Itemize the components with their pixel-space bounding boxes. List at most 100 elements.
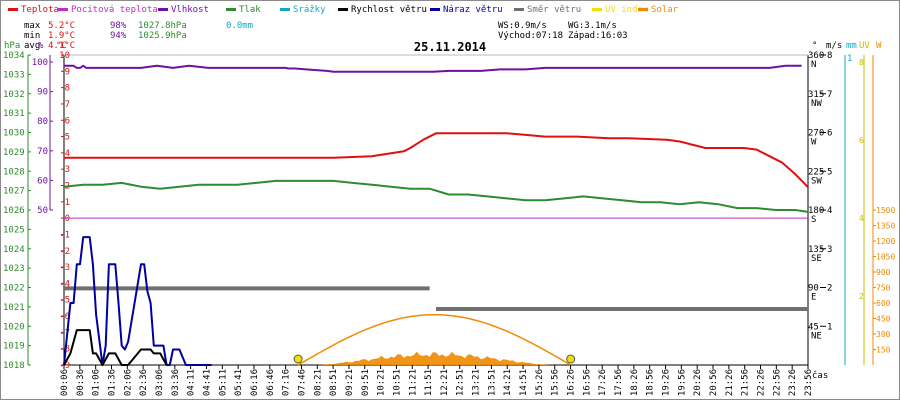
celsius-tick-label: -3 xyxy=(59,263,70,273)
x-tick-label: 06:46 xyxy=(266,369,276,396)
celsius-tick-label: -1 xyxy=(59,230,70,240)
x-tick-label: 20:26 xyxy=(693,369,703,396)
legend-item: Rychlost větru xyxy=(338,5,427,15)
stat-avg-label: avg xyxy=(24,41,40,51)
axis-title-ms: m/s xyxy=(826,41,842,51)
ms-tick-label: 6 xyxy=(827,129,832,139)
degrees-tick-label: 270 xyxy=(808,129,824,139)
hpa-tick-label: 1027 xyxy=(3,187,25,197)
legend-label: Solar xyxy=(651,5,679,15)
x-tick-label: 11:51 xyxy=(424,369,434,396)
direction-label: S xyxy=(811,215,816,225)
legend-swatch xyxy=(58,8,68,11)
stat-max-rain: 0.0mm xyxy=(226,21,253,31)
x-tick-label: 02:06 xyxy=(123,369,133,396)
legend-label: Tlak xyxy=(239,5,261,15)
w-tick-label: 750 xyxy=(876,284,891,293)
legend-item: Směr větru xyxy=(514,5,581,15)
wind-ws: WS:0.9m/s xyxy=(498,21,547,31)
hpa-tick-label: 1034 xyxy=(3,51,25,61)
sunrise-time: Východ:07:18 xyxy=(498,31,563,41)
celsius-tick-label: 4 xyxy=(65,149,70,159)
hpa-tick-label: 1023 xyxy=(3,264,25,274)
legend-item: UV index xyxy=(592,5,649,15)
legend: Teplota Pocitová teplota Vlhkost Tlak Srážky… xyxy=(8,5,679,15)
legend-item: Tlak xyxy=(226,5,261,15)
x-tick-label: 00:36 xyxy=(76,369,86,396)
x-tick-label: 03:06 xyxy=(155,369,165,396)
w-tick-label: 1050 xyxy=(876,253,895,262)
legend-swatch xyxy=(8,8,18,11)
x-tick-label: 23:26 xyxy=(788,369,798,396)
legend-label: Teplota xyxy=(21,5,59,15)
legend-item: Náraz větru xyxy=(430,5,503,15)
celsius-tick-label: 1 xyxy=(65,198,70,208)
degrees-tick-label: 180 xyxy=(808,206,824,216)
legend-label: Vlhkost xyxy=(171,5,209,15)
w-tick-label: 1200 xyxy=(876,237,895,246)
direction-label: W xyxy=(811,138,817,148)
hpa-tick-label: 1018 xyxy=(3,361,25,371)
x-tick-label: 21:26 xyxy=(725,369,735,396)
degrees-tick-label: 45 xyxy=(808,322,819,332)
sunrise-marker xyxy=(293,354,303,364)
x-tick-label: 07:16 xyxy=(282,369,292,396)
x-tick-label: 22:26 xyxy=(757,369,767,396)
direction-label: NE xyxy=(811,331,822,341)
uv-tick-label: 8 xyxy=(859,58,864,67)
x-tick-label: 14:51 xyxy=(519,369,529,396)
percent-tick-label: 90 xyxy=(37,88,48,98)
uv-tick-label: 6 xyxy=(859,136,864,145)
sunset-marker xyxy=(566,354,576,364)
degrees-tick-label: 315 xyxy=(808,90,824,100)
legend-label: Rychlost větru xyxy=(351,5,427,15)
celsius-tick-label: 5 xyxy=(65,133,70,143)
celsius-tick-label: -4 xyxy=(59,279,70,289)
x-tick-label: 18:56 xyxy=(646,369,656,396)
hpa-tick-label: 1030 xyxy=(3,129,25,139)
hpa-tick-label: 1022 xyxy=(3,284,25,294)
axis-title-uv: UV xyxy=(859,41,870,51)
stat-max-temp: 5.2°C xyxy=(48,21,75,31)
x-unit-label: čas xyxy=(812,370,828,381)
ms-tick-label: 4 xyxy=(827,206,832,216)
celsius-tick-label: 0 xyxy=(65,214,70,224)
w-tick-label: 900 xyxy=(876,268,891,277)
axes: 1034103310321031103010291028102710261025… xyxy=(3,51,895,371)
wind-sun-info: WS:0.9m/s WG:3.1m/s Východ:07:18 Západ:1… xyxy=(498,21,628,41)
x-tick-label: 18:26 xyxy=(630,369,640,396)
celsius-tick-label: 10 xyxy=(59,51,70,61)
hpa-tick-label: 1032 xyxy=(3,90,25,100)
x-tick-label: 16:26 xyxy=(567,369,577,396)
x-tick-label: 02:36 xyxy=(139,369,149,396)
x-tick-label: 10:51 xyxy=(392,369,402,396)
w-tick-label: 1500 xyxy=(876,206,895,215)
celsius-tick-label: 6 xyxy=(65,116,70,126)
uv-tick-label: 2 xyxy=(859,292,864,301)
ms-tick-label: 3 xyxy=(827,245,832,255)
x-tick-label: 19:26 xyxy=(662,369,672,396)
celsius-tick-label: 7 xyxy=(65,100,70,110)
legend-swatch xyxy=(158,8,168,11)
w-tick-label: 150 xyxy=(876,346,891,355)
celsius-tick-label: -9 xyxy=(59,361,70,371)
x-tick-label: 00:06 xyxy=(60,369,70,396)
legend-swatch xyxy=(592,8,602,11)
legend-label: Náraz větru xyxy=(443,5,503,15)
temperature-line xyxy=(64,132,809,188)
hpa-tick-label: 1031 xyxy=(3,109,25,119)
humidity-line xyxy=(64,64,802,73)
x-tick-label: 12:51 xyxy=(456,369,466,396)
x-tick-label: 01:36 xyxy=(108,369,118,396)
celsius-tick-label: 3 xyxy=(65,165,70,175)
hpa-tick-label: 1025 xyxy=(3,225,25,235)
degrees-tick-label: 135 xyxy=(808,245,824,255)
x-tick-label: 19:56 xyxy=(677,369,687,396)
x-tick-label: 10:21 xyxy=(377,369,387,396)
plot-area xyxy=(63,64,809,366)
celsius-tick-label: -5 xyxy=(59,296,70,306)
percent-tick-label: 50 xyxy=(37,206,48,216)
x-tick-label: 08:21 xyxy=(313,369,323,396)
legend-swatch xyxy=(226,8,236,11)
